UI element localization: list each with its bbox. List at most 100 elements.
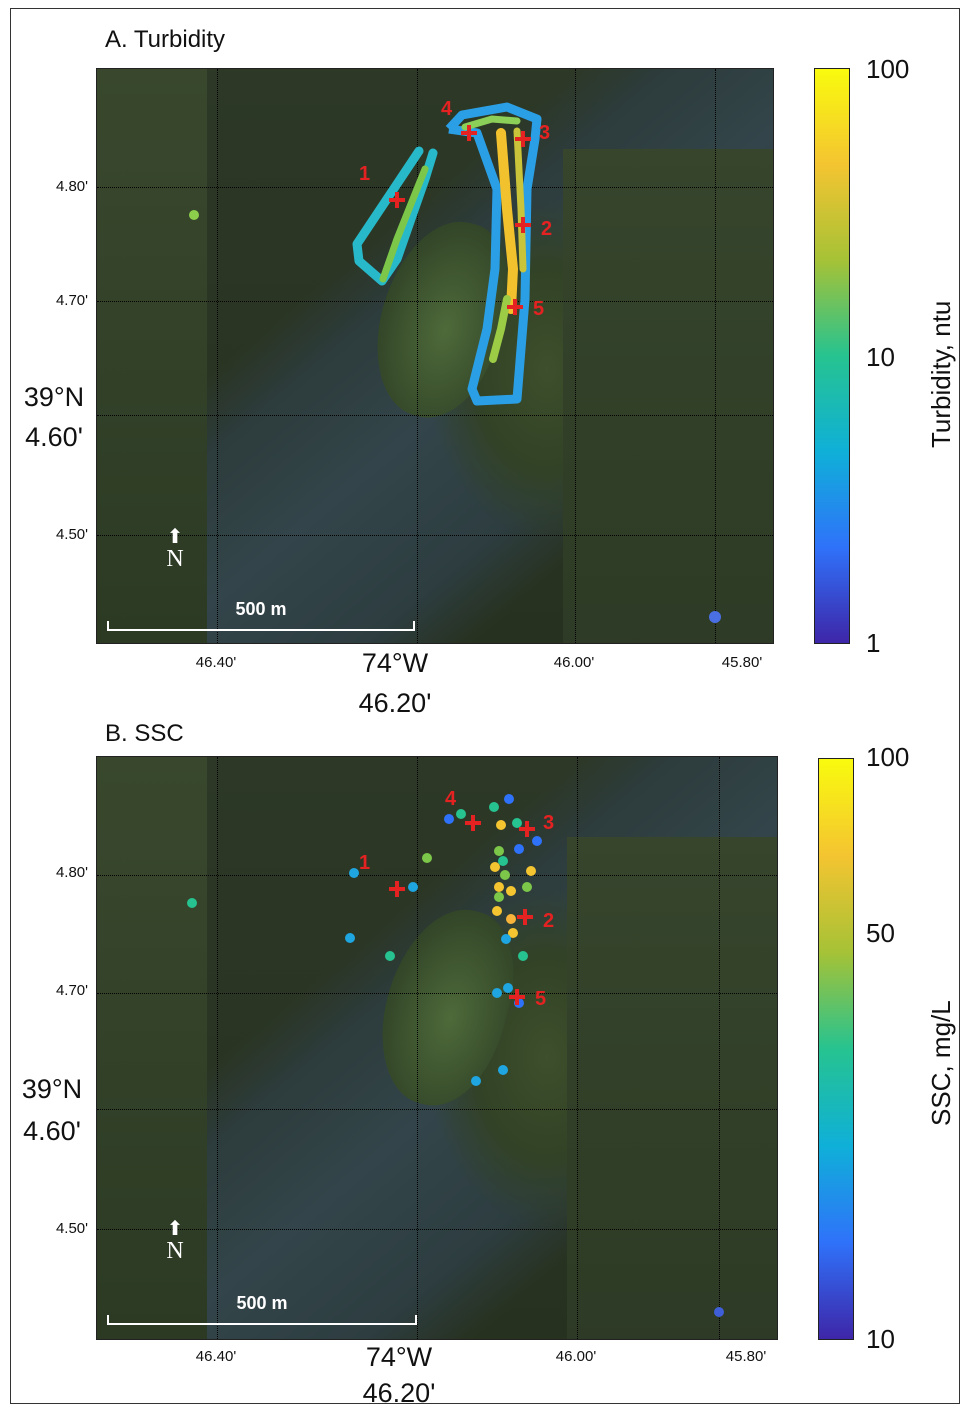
ssc-sample-point	[494, 882, 504, 892]
ssc-sample-point	[714, 1307, 724, 1317]
scale-bar-label: 500 m	[236, 1293, 288, 1313]
ssc-sample-point	[408, 882, 418, 892]
colorbar-tick: 10	[866, 342, 895, 372]
ssc-sample-point	[494, 846, 504, 856]
site-marker: 4	[445, 788, 481, 831]
grid-line	[97, 415, 773, 416]
panel-a-title: A. Turbidity	[105, 26, 226, 53]
ssc-sample-point	[503, 983, 513, 993]
panel-b-satellite-map: 1 2 3 4 5 ⬆ N 500 m	[96, 756, 778, 1340]
panel-a-site-markers: 1 2 3 4 5	[359, 98, 552, 320]
site-label: 2	[541, 218, 552, 240]
left-marsh-land	[97, 69, 207, 643]
ssc-sample-point	[349, 868, 359, 878]
scale-bar: 500 m	[107, 599, 415, 631]
y-main-min: 4.60'	[23, 1116, 81, 1146]
right-marsh-land	[567, 837, 777, 1339]
ssc-sample-point	[385, 951, 395, 961]
turbidity-track-west	[352, 146, 438, 286]
station-point	[189, 210, 199, 220]
site-label: 1	[359, 852, 370, 874]
ssc-sample-point	[444, 814, 454, 824]
x-main-deg: 74°W	[361, 648, 429, 678]
y-main-deg: 39°N	[21, 1074, 83, 1104]
ssc-sample-point	[187, 898, 197, 908]
site-marker: 3	[515, 122, 550, 147]
grid-line	[97, 1109, 777, 1110]
north-arrow: ⬆ N	[161, 527, 189, 571]
ssc-sample-point	[526, 866, 536, 876]
turbidity-track-east	[445, 102, 542, 406]
north-label: N	[166, 1238, 184, 1264]
grid-line	[577, 757, 578, 1339]
left-marsh-land	[97, 757, 207, 1339]
scale-bar-label: 500 m	[235, 599, 287, 619]
y-main-min: 4.60'	[25, 422, 83, 452]
ssc-sample-point	[514, 844, 524, 854]
ssc-sample-point	[345, 933, 355, 943]
grid-line	[417, 69, 418, 643]
ssc-sample-point	[498, 1065, 508, 1075]
x-main-deg: 74°W	[365, 1342, 433, 1372]
ssc-sample-point	[508, 928, 518, 938]
ssc-sample-point	[492, 988, 502, 998]
ssc-sample-point	[501, 934, 511, 944]
site-marker: 3	[519, 812, 554, 837]
site-label: 3	[539, 122, 550, 144]
y-tick: 4.50'	[55, 526, 88, 543]
site-marker: 1	[359, 852, 405, 897]
north-label: N	[166, 546, 184, 572]
ssc-sample-point	[522, 882, 532, 892]
x-tick: 46.40'	[195, 1348, 237, 1365]
y-tick: 4.70'	[55, 982, 88, 999]
station-point	[709, 611, 721, 623]
grid-line	[217, 757, 218, 1339]
scale-bar-line	[107, 1315, 417, 1325]
ssc-sample-point	[498, 856, 508, 866]
y-tick: 4.80'	[55, 864, 88, 881]
grid-line	[575, 69, 576, 643]
colorbar-tick: 50	[866, 918, 895, 948]
grid-line	[97, 1229, 777, 1230]
grid-line	[97, 187, 773, 188]
y-tick: 4.50'	[55, 1220, 88, 1237]
grid-line	[417, 757, 418, 1339]
grid-line	[97, 875, 777, 876]
x-tick: 46.00'	[553, 654, 595, 671]
colorbar-tick: 1	[866, 628, 881, 658]
y-tick: 4.80'	[55, 178, 88, 195]
colorbar-tick: 10	[866, 1324, 895, 1354]
site-marker: 1	[359, 163, 405, 208]
north-arrow-icon: ⬆	[166, 1218, 184, 1240]
ssc-sample-point	[422, 853, 432, 863]
site-label: 2	[543, 910, 554, 932]
grid-line	[719, 757, 720, 1339]
ssc-sample-point	[512, 818, 522, 828]
grid-line	[97, 535, 773, 536]
ssc-sample-point	[456, 809, 466, 819]
site-label: 5	[535, 988, 546, 1010]
right-marsh-land	[563, 149, 773, 643]
site-label: 5	[533, 298, 544, 320]
site-marker: 5	[509, 988, 546, 1010]
ssc-sample-point	[496, 820, 506, 830]
site-cross-icon	[389, 192, 405, 208]
x-main-min: 46.20'	[358, 688, 432, 718]
scale-bar: 500 m	[107, 1293, 417, 1325]
x-tick: 46.40'	[195, 654, 237, 671]
ssc-sample-point	[518, 951, 528, 961]
site-marker: 5	[507, 298, 544, 320]
grid-line	[97, 301, 773, 302]
site-cross-icon	[465, 815, 481, 831]
site-cross-icon	[519, 821, 535, 837]
site-cross-icon	[517, 909, 533, 925]
ssc-sample-point	[504, 794, 514, 804]
panel-b-colorbar	[818, 758, 854, 1340]
site-marker: 2	[515, 217, 552, 240]
site-label: 1	[359, 163, 370, 185]
ssc-sample-point	[471, 1076, 481, 1086]
scale-bar-line	[107, 621, 415, 631]
ssc-sample-point	[494, 892, 504, 902]
site-cross-icon	[461, 125, 477, 141]
colorbar-label: SSC, mg/L	[926, 1000, 956, 1126]
